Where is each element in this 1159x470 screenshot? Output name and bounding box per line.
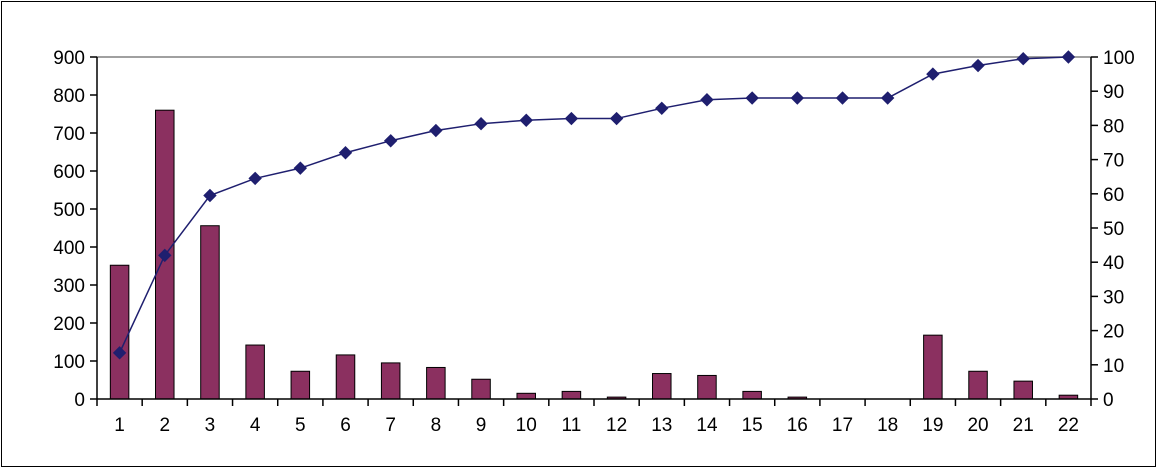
x-tick-label: 7: [385, 415, 396, 436]
line-point: [203, 188, 217, 203]
line-point: [655, 101, 669, 116]
bar: [652, 373, 672, 400]
y-right-tick-label: 30: [1103, 287, 1124, 308]
x-tick-label: 20: [967, 415, 988, 436]
y-right-tick-label: 20: [1103, 322, 1124, 343]
line-point: [790, 91, 805, 105]
line-point: [338, 146, 353, 160]
y-left-tick-label: 300: [53, 276, 85, 297]
x-tick-label: 4: [250, 415, 261, 436]
line-point: [248, 171, 262, 186]
x-tick-label: 6: [340, 415, 351, 436]
line-point: [112, 346, 127, 360]
y-right-tick-label: 70: [1103, 151, 1124, 172]
y-right-tick-label: 80: [1103, 116, 1124, 137]
y-left-tick-label: 600: [53, 162, 85, 183]
y-right-tick-label: 100: [1103, 48, 1135, 69]
line-point: [835, 91, 850, 105]
y-left-tick-label: 800: [53, 86, 85, 107]
bar: [968, 370, 988, 400]
line-point: [383, 134, 398, 148]
line-point: [474, 116, 488, 131]
x-tick-label: 3: [205, 415, 216, 436]
y-right-tick-label: 90: [1103, 82, 1124, 103]
x-tick-label: 13: [651, 415, 672, 436]
y-left-tick-label: 100: [53, 352, 85, 373]
y-left-tick-label: 500: [53, 200, 85, 221]
x-tick-label: 16: [787, 415, 808, 436]
line-series: [112, 50, 1076, 360]
line-point: [293, 161, 308, 175]
y-right-tick-label: 40: [1103, 253, 1124, 274]
y-right-tick-label: 50: [1103, 219, 1124, 240]
x-tick-label: 22: [1058, 415, 1079, 436]
y-right-tick-label: 0: [1103, 390, 1114, 411]
x-tick-label: 9: [476, 415, 487, 436]
line-point: [158, 248, 172, 263]
y-left-tick-label: 0: [74, 390, 85, 411]
x-tick-label: 12: [606, 415, 627, 436]
x-tick-label: 17: [832, 415, 853, 436]
y-left-tick-label: 400: [53, 238, 85, 259]
y-right-tick-label: 60: [1103, 185, 1124, 206]
x-tick-label: 21: [1013, 415, 1034, 436]
x-tick-label: 5: [295, 415, 306, 436]
bar: [109, 264, 130, 400]
line-point: [519, 113, 533, 127]
x-tick-label: 15: [742, 415, 763, 436]
x-tick-label: 11: [562, 415, 582, 436]
x-tick-label: 19: [922, 415, 943, 436]
line-point: [609, 111, 624, 126]
line-point: [1016, 52, 1030, 66]
x-tick-label: 10: [516, 415, 537, 436]
y-left-tick-label: 700: [53, 124, 85, 145]
bar: [742, 390, 762, 400]
x-tick-label: 2: [159, 415, 170, 436]
bar: [380, 362, 401, 400]
bar: [697, 374, 717, 400]
x-tick-label: 8: [431, 415, 442, 436]
bar: [561, 390, 582, 400]
bar: [335, 354, 356, 400]
cumulative-line: [118, 56, 1069, 354]
line-point: [564, 111, 579, 126]
bar: [426, 366, 446, 400]
line-point: [700, 93, 714, 107]
bar: [923, 334, 943, 400]
bar: [1013, 380, 1033, 400]
bar: [290, 370, 311, 400]
x-tick-label: 1: [114, 415, 125, 436]
line-point: [880, 91, 895, 105]
tick-labels: 0 100 200 300 400 500 600 700 800 900 0 10 20 30 40 50 6…: [53, 48, 1134, 436]
axes: [90, 56, 1098, 406]
line-point: [429, 123, 443, 138]
y-right-tick-label: 10: [1103, 356, 1124, 377]
line-point: [745, 91, 759, 105]
x-tick-label: 14: [696, 415, 718, 436]
y-left-tick-label: 200: [53, 314, 85, 335]
line-point: [1061, 50, 1076, 64]
bar: [200, 225, 220, 400]
bar: [471, 378, 491, 400]
y-left-tick-label: 900: [53, 48, 85, 69]
bar: [516, 392, 536, 400]
bar-series: [109, 109, 1079, 400]
line-point: [926, 67, 940, 81]
line-point: [971, 58, 985, 73]
x-tick-label: 18: [877, 415, 898, 436]
bar: [245, 344, 265, 400]
